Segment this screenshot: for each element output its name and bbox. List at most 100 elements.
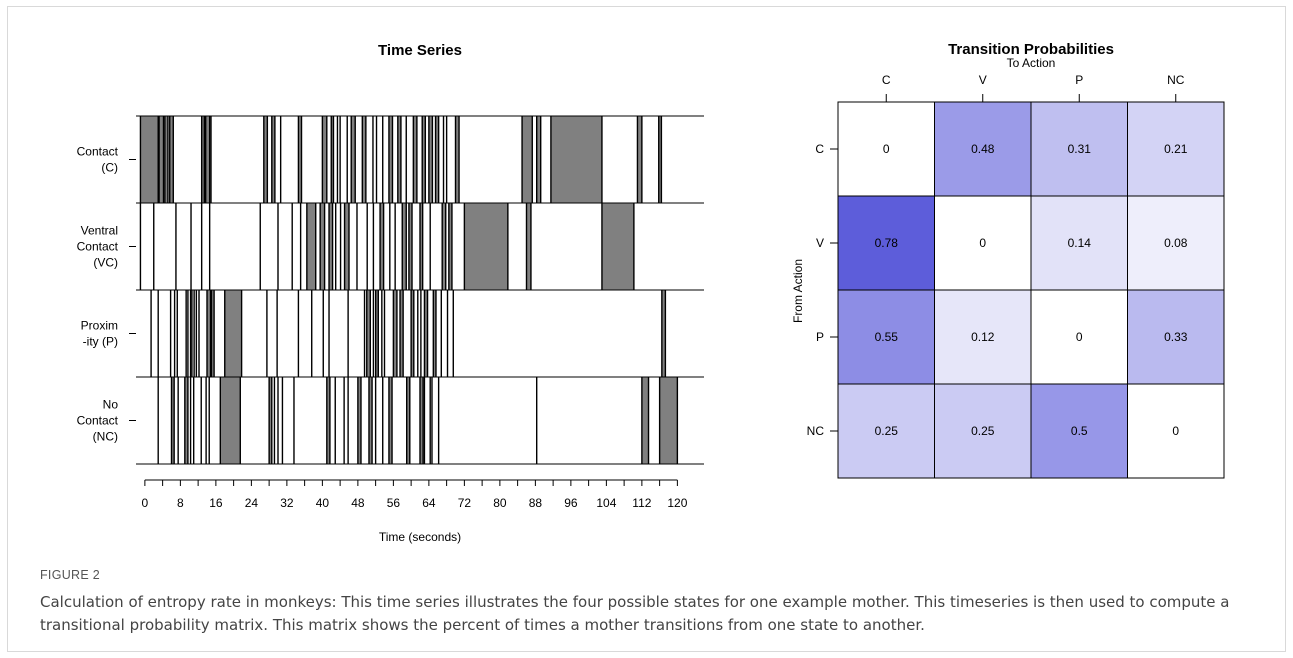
x-tick-label-16: 16: [209, 496, 223, 510]
transition-matrix-x-axis-label: To Action: [1007, 56, 1056, 70]
state-label-0: Contact (C): [77, 145, 119, 175]
matrix-cell-1-3: [1127, 195, 1225, 291]
state-interval-57: [406, 377, 410, 464]
state-interval-33: [442, 203, 446, 290]
state-interval-38: [207, 290, 211, 377]
state-interval-51: [220, 377, 241, 464]
matrix-cell-0-0: [837, 101, 935, 197]
matrix-cell-1-1: [934, 195, 1032, 291]
state-interval-43: [393, 290, 397, 377]
time-series-state-labels: Contact (C) Ventral Contact (VC) Proxim -ity (…: [77, 145, 136, 444]
matrix-cell-3-1: [934, 383, 1032, 479]
matrix-cell-2-1: [934, 289, 1032, 385]
matrix-value-3-1: 0.25: [971, 424, 995, 438]
x-tick-label-64: 64: [422, 496, 436, 510]
column-label-1: V: [979, 73, 987, 87]
state-interval-39: [211, 290, 215, 377]
state-interval-35: [464, 203, 508, 290]
x-tick-label-104: 104: [596, 496, 616, 510]
x-tick-label-48: 48: [351, 496, 365, 510]
matrix-value-0-3: 0.21: [1164, 142, 1188, 156]
matrix-cell-0-2: [1030, 101, 1128, 197]
row-label-3: NC: [807, 424, 825, 438]
x-tick-label-24: 24: [245, 496, 259, 510]
state-interval-40: [224, 290, 242, 377]
row-label-1: V: [816, 236, 824, 250]
state-interval-5: [205, 116, 210, 203]
transition-matrix-cells: 0 0.48 0.31 0.21 0.78 0 0.14 0.08 0.55 0.12 0 0.33 0…: [837, 101, 1225, 479]
matrix-value-3-3: 0: [1172, 424, 1179, 438]
state-interval-53: [326, 377, 330, 464]
state-interval-3: [169, 116, 174, 203]
matrix-cell-3-2: [1030, 383, 1128, 479]
state-label-2: Proxim -ity (P): [81, 319, 118, 349]
state-interval-17: [428, 116, 433, 203]
state-interval-15: [413, 116, 417, 203]
state-interval-24: [658, 116, 662, 203]
matrix-value-2-0: 0.55: [875, 330, 899, 344]
state-interval-10: [331, 116, 334, 203]
state-interval-36: [526, 203, 531, 290]
column-label-0: C: [882, 73, 891, 87]
state-interval-28: [344, 203, 349, 290]
x-tick-label-112: 112: [632, 496, 651, 510]
state-interval-59: [641, 377, 649, 464]
state-interval-30: [402, 203, 407, 290]
matrix-value-2-2: 0: [1076, 330, 1083, 344]
matrix-cell-0-3: [1127, 101, 1225, 197]
matrix-cell-1-0: [837, 195, 935, 291]
state-interval-11: [351, 116, 356, 203]
time-series-boundaries: [139, 116, 679, 464]
state-interval-13: [388, 116, 393, 203]
x-tick-label-0: 0: [142, 496, 149, 510]
time-series-x-axis: 0 8 16 24 32 40 48 56 64 72 80 88 96 104 112 120: [142, 479, 688, 510]
row-label-2: P: [816, 330, 824, 344]
time-series-frame: [136, 115, 704, 465]
state-interval-31: [408, 203, 413, 290]
x-tick-label-96: 96: [564, 496, 578, 510]
x-tick-label-72: 72: [458, 496, 472, 510]
matrix-value-0-2: 0.31: [1068, 142, 1092, 156]
x-tick-label-40: 40: [316, 496, 330, 510]
matrix-cell-2-2: [1030, 289, 1128, 385]
state-interval-32: [420, 203, 423, 290]
x-tick-label-120: 120: [667, 496, 687, 510]
state-label-3: No Contact (NC): [77, 398, 119, 444]
state-interval-25: [306, 203, 316, 290]
state-interval-45: [411, 290, 414, 377]
state-interval-7: [271, 116, 275, 203]
state-interval-56: [388, 377, 393, 464]
state-interval-54: [357, 377, 361, 464]
matrix-value-1-1: 0: [979, 236, 986, 250]
time-series-fills: [140, 116, 678, 464]
transition-matrix-chart: Transition Probabilities To Action From …: [791, 41, 1225, 479]
x-tick-label-32: 32: [280, 496, 294, 510]
state-interval-60: [659, 377, 678, 464]
matrix-cell-3-0: [837, 383, 935, 479]
column-label-3: NC: [1167, 73, 1185, 87]
state-interval-47: [433, 290, 436, 377]
state-interval-29: [380, 203, 384, 290]
state-interval-8: [298, 116, 302, 203]
state-interval-50: [184, 377, 188, 464]
figure-label: FIGURE 2: [40, 568, 101, 582]
state-interval-34: [448, 203, 452, 290]
state-interval-20: [522, 116, 533, 203]
x-tick-label-88: 88: [529, 496, 543, 510]
matrix-value-1-2: 0.14: [1068, 236, 1092, 250]
x-tick-label-80: 80: [493, 496, 507, 510]
state-interval-55: [368, 377, 373, 464]
state-interval-18: [435, 116, 439, 203]
state-interval-22: [550, 116, 602, 203]
matrix-cell-3-3: [1127, 383, 1225, 479]
time-series-x-axis-label: Time (seconds): [379, 530, 461, 544]
state-interval-42: [375, 290, 379, 377]
matrix-value-2-3: 0.33: [1164, 330, 1188, 344]
matrix-value-3-0: 0.25: [875, 424, 899, 438]
state-interval-1: [159, 116, 164, 203]
state-interval-0: [140, 116, 159, 203]
matrix-value-0-1: 0.48: [971, 142, 995, 156]
state-interval-16: [422, 116, 426, 203]
transition-matrix-axes: C V P NC C V P NC: [807, 73, 1185, 438]
